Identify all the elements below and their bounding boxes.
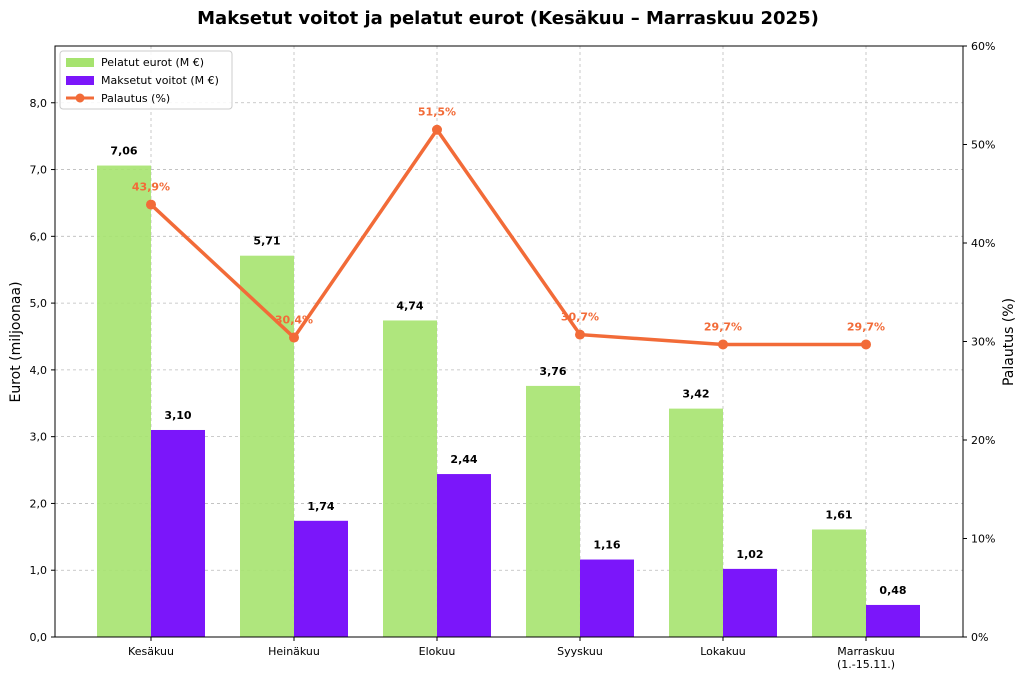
y2-tick-label: 40% — [971, 237, 995, 250]
legend-label: Maksetut voitot (M €) — [101, 74, 219, 87]
x-tick-label: Syyskuu — [557, 645, 603, 658]
y2-tick-label: 60% — [971, 40, 995, 53]
bar-maksetut — [294, 520, 348, 637]
x-tick-label: Elokuu — [419, 645, 456, 658]
bar-maksetut-label: 1,16 — [593, 539, 620, 552]
bar-pelatut — [383, 320, 437, 637]
bar-pelatut-label: 7,06 — [110, 145, 137, 158]
y2-tick-label: 20% — [971, 434, 995, 447]
point-palautus — [146, 199, 156, 210]
y2-tick-label: 50% — [971, 139, 995, 152]
legend-label: Palautus (%) — [101, 92, 170, 105]
x-tick-label: Lokakuu — [700, 645, 746, 658]
bar-maksetut — [151, 429, 205, 637]
y2-tick-label: 0% — [971, 631, 988, 644]
bar-maksetut-label: 0,48 — [879, 584, 906, 597]
point-palautus — [718, 339, 728, 350]
bar-pelatut-label: 4,74 — [396, 299, 423, 312]
bar-pelatut — [812, 529, 866, 637]
y-tick-label: 2,0 — [30, 497, 48, 510]
y2-axis-label: Palautus (%) — [1001, 298, 1017, 386]
point-palautus — [575, 329, 585, 340]
y-tick-label: 4,0 — [30, 364, 48, 377]
y-tick-label: 5,0 — [30, 297, 48, 310]
bar-pelatut — [526, 385, 580, 637]
bar-pelatut — [669, 408, 723, 637]
legend: Pelatut eurot (M €) Maksetut voitot (M €)… — [59, 50, 233, 110]
point-palautus — [861, 339, 871, 350]
point-palautus-label: 30,4% — [275, 314, 313, 327]
bar-pelatut-label: 1,61 — [825, 508, 852, 521]
bar-maksetut-label: 1,74 — [307, 500, 334, 513]
y-tick-label: 0,0 — [30, 631, 48, 644]
point-palautus-label: 43,9% — [132, 181, 170, 194]
bar-maksetut — [866, 604, 920, 637]
y2-tick-label: 30% — [971, 336, 995, 349]
x-tick-label: Marraskuu (1.-15.11.) — [837, 645, 895, 671]
y-axis-label: Eurot (miljoonaa) — [8, 281, 24, 402]
point-palautus-label: 30,7% — [561, 311, 599, 324]
bar-pelatut-label: 5,71 — [253, 235, 280, 248]
bar-pelatut-label: 3,76 — [539, 365, 566, 378]
bar-maksetut-label: 3,10 — [164, 409, 191, 422]
bar-maksetut-label: 1,02 — [736, 548, 763, 561]
y-tick-label: 7,0 — [30, 164, 48, 177]
bar-maksetut — [580, 559, 634, 637]
y-tick-label: 8,0 — [30, 97, 48, 110]
bar-maksetut-label: 2,44 — [450, 453, 477, 466]
y-tick-label: 3,0 — [30, 431, 48, 444]
bar-maksetut — [723, 568, 777, 637]
y-tick-label: 1,0 — [30, 564, 48, 577]
y-tick-label: 6,0 — [30, 230, 48, 243]
legend-marker — [75, 93, 85, 103]
point-palautus — [432, 124, 442, 135]
legend-label: Pelatut eurot (M €) — [101, 56, 204, 69]
x-tick-label: Kesäkuu — [128, 645, 174, 658]
point-palautus-label: 29,7% — [704, 320, 742, 333]
legend-box — [59, 50, 233, 110]
point-palautus-label: 29,7% — [847, 320, 885, 333]
chart-title: Maksetut voitot ja pelatut eurot (Kesäku… — [197, 8, 819, 29]
bar-maksetut — [437, 474, 491, 637]
bar-pelatut — [97, 165, 151, 638]
legend-swatch — [66, 76, 94, 85]
bar-pelatut — [240, 255, 294, 637]
point-palautus — [289, 332, 299, 343]
line-palautus — [149, 126, 866, 347]
point-palautus-label: 51,5% — [418, 106, 456, 119]
legend-swatch — [66, 58, 94, 67]
x-tick-label: Heinäkuu — [268, 645, 320, 658]
y2-tick-label: 10% — [971, 533, 995, 546]
bar-pelatut-label: 3,42 — [682, 388, 709, 401]
